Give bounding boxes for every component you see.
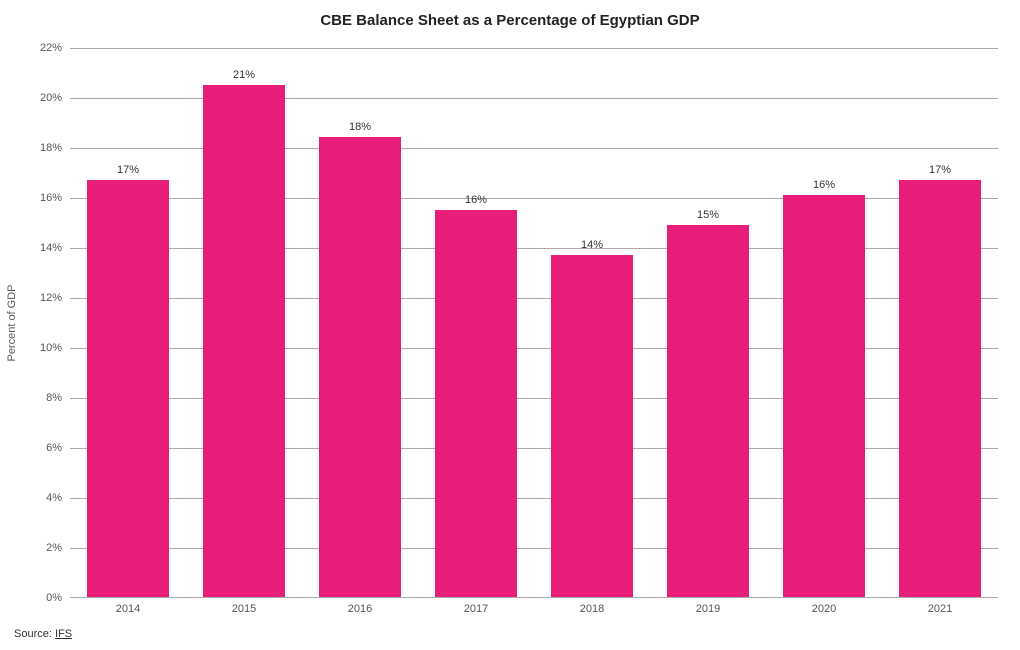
y-tick-label: 4% xyxy=(46,492,62,504)
gridline xyxy=(70,48,998,49)
chart-area: 0%2%4%6%8%10%12%14%16%18%20%22%17%201421… xyxy=(70,48,998,598)
y-tick-label: 12% xyxy=(40,292,62,304)
bar-value-label: 15% xyxy=(667,209,748,221)
source-link[interactable]: IFS xyxy=(55,628,72,640)
chart-title: CBE Balance Sheet as a Percentage of Egy… xyxy=(0,12,1020,29)
bar: 14% xyxy=(551,255,632,598)
x-tick-label: 2016 xyxy=(348,603,372,615)
bar-value-label: 16% xyxy=(435,194,516,206)
bar: 17% xyxy=(899,180,980,598)
x-tick-label: 2019 xyxy=(696,603,720,615)
bar: 17% xyxy=(87,180,168,598)
x-tick-label: 2018 xyxy=(580,603,604,615)
bar: 21% xyxy=(203,85,284,598)
x-tick-label: 2014 xyxy=(116,603,140,615)
source-line: Source: IFS xyxy=(14,628,72,640)
bar: 16% xyxy=(435,210,516,598)
x-tick-label: 2021 xyxy=(928,603,952,615)
bar-value-label: 21% xyxy=(203,69,284,81)
y-axis-label: Percent of GDP xyxy=(6,284,18,361)
bar-value-label: 18% xyxy=(319,121,400,133)
plot-region: 0%2%4%6%8%10%12%14%16%18%20%22%17%201421… xyxy=(70,48,998,598)
bar-value-label: 17% xyxy=(899,164,980,176)
bar: 15% xyxy=(667,225,748,598)
y-tick-label: 20% xyxy=(40,92,62,104)
y-tick-label: 10% xyxy=(40,342,62,354)
bar-value-label: 16% xyxy=(783,179,864,191)
y-tick-label: 6% xyxy=(46,442,62,454)
y-tick-label: 14% xyxy=(40,242,62,254)
x-tick-label: 2015 xyxy=(232,603,256,615)
y-tick-label: 16% xyxy=(40,192,62,204)
y-tick-label: 2% xyxy=(46,542,62,554)
bar-value-label: 17% xyxy=(87,164,168,176)
x-tick-label: 2017 xyxy=(464,603,488,615)
y-tick-label: 0% xyxy=(46,592,62,604)
bar: 16% xyxy=(783,195,864,598)
source-prefix: Source: xyxy=(14,628,55,640)
y-tick-label: 8% xyxy=(46,392,62,404)
bar: 18% xyxy=(319,137,400,597)
y-tick-label: 22% xyxy=(40,42,62,54)
bar-value-label: 14% xyxy=(551,239,632,251)
y-tick-label: 18% xyxy=(40,142,62,154)
x-tick-label: 2020 xyxy=(812,603,836,615)
